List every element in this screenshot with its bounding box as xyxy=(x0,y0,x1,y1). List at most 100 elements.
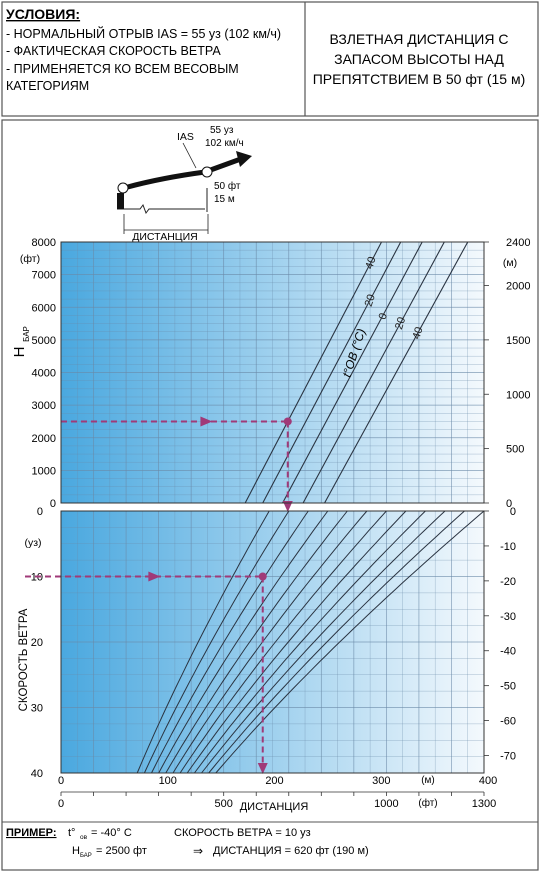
temperature-line-0 xyxy=(282,241,423,504)
example-arrow-3 xyxy=(148,571,161,582)
example-layer xyxy=(25,416,293,774)
header-frame xyxy=(1,1,539,117)
conditions-line-1: - НОРМАЛЬНЫЙ ОТРЫВ IAS = 55 уз (102 км/ч… xyxy=(6,26,281,41)
conditions-line-3: - ПРИМЕНЯЕТСЯ КО ВСЕМ ВЕСОВЫМ xyxy=(6,62,239,76)
example-temp-value: = -40° C xyxy=(91,827,132,839)
example-label: ПРИМЕР: xyxy=(6,827,57,839)
temperature-curve-label: 20 xyxy=(363,293,378,308)
distance-tick-m: 100 xyxy=(159,775,177,787)
chart-title-line-2: ЗАПАСОМ ВЫСОТЫ НАД xyxy=(334,51,504,67)
wind-guideline xyxy=(201,510,446,774)
distance-tick-m: 200 xyxy=(265,775,283,787)
example-temp-subscript: ов xyxy=(80,834,88,841)
wind-guideline xyxy=(136,510,270,774)
wind-tick-kmh: -70 xyxy=(500,751,516,763)
example-arrow-4 xyxy=(257,763,268,774)
altitude-tick-ft: 5000 xyxy=(32,335,56,347)
sketch-height-ft: 50 фт xyxy=(214,180,241,192)
conditions-line-4: КАТЕГОРИЯМ xyxy=(6,79,89,93)
altitude-axis-subscript: БАР xyxy=(22,326,31,342)
chart-frame xyxy=(1,119,539,871)
grid-layer xyxy=(60,241,485,774)
sketch-ias-leader xyxy=(182,142,197,169)
wind-tick-kt: 0 xyxy=(37,506,43,518)
example-wind: СКОРОСТЬ ВЕТРА = 10 уз xyxy=(174,827,311,839)
sketch-obstacle-start xyxy=(117,193,124,209)
wind-tick-kmh: -60 xyxy=(500,716,516,728)
sketch-runway-left xyxy=(117,203,205,215)
wind-guideline xyxy=(151,510,309,774)
distance-tick-m: 300 xyxy=(372,775,390,787)
wind-tick-kmh: -50 xyxy=(500,681,516,693)
sketch-speed-kmh: 102 км/ч xyxy=(205,138,244,149)
example-temp-symbol: t° xyxy=(68,827,75,839)
temperature-curve-label: 40 xyxy=(410,325,425,340)
distance-tick-m: 0 xyxy=(58,775,64,787)
wind-guideline xyxy=(143,510,290,774)
temperature-line-20 xyxy=(302,241,445,504)
altitude-tick-ft: 2000 xyxy=(32,433,56,445)
sketch-speed-kt: 55 уз xyxy=(210,125,234,136)
wind-guideline xyxy=(194,510,426,774)
wind-guideline xyxy=(215,510,485,774)
temperature-curve-label: 0 xyxy=(377,312,390,322)
wind-tick-kmh: -30 xyxy=(500,611,516,623)
distance-axis-title: ДИСТАНЦИЯ xyxy=(240,801,309,813)
sketch-distance-label: ДИСТАНЦИЯ xyxy=(132,231,197,243)
altitude-tick-m: 500 xyxy=(506,444,524,456)
temperature-line--20 xyxy=(262,241,402,504)
wind-tick-kmh: -10 xyxy=(500,541,516,553)
chart-title-line-1: ВЗЛЕТНАЯ ДИСТАНЦИЯ С xyxy=(330,31,509,47)
altitude-axis-title: H БАР xyxy=(11,326,31,357)
altitude-tick-m: 2000 xyxy=(506,281,530,293)
altitude-tick-m: 0 xyxy=(506,498,512,510)
distance-unit-ft: (фт) xyxy=(418,797,437,809)
wind-guideline xyxy=(179,510,387,774)
altitude-panel-border xyxy=(60,241,485,504)
chart-title-line-3: ПРЕПЯТСТВИЕМ В 50 фт (15 м) xyxy=(313,71,526,87)
takeoff-sketch: IAS 55 уз 102 км/ч 50 фт 15 м ДИСТАНЦИЯ xyxy=(117,125,252,243)
wind-guideline xyxy=(208,510,465,774)
altitude-axis-symbol: H xyxy=(11,347,28,358)
altitude-unit-right: (м) xyxy=(503,257,517,269)
altitude-tick-m: 1000 xyxy=(506,389,530,401)
temperature-curve-label: 20 xyxy=(393,316,408,331)
header: УСЛОВИЯ: - НОРМАЛЬНЫЙ ОТРЫВ IAS = 55 уз … xyxy=(1,1,539,117)
distance-tick-ft: 0 xyxy=(58,798,64,810)
example-result: ДИСТАНЦИЯ = 620 фт (190 м) xyxy=(213,845,369,857)
sketch-arrow-head xyxy=(236,151,252,167)
sketch-height-m: 15 м xyxy=(214,194,235,205)
wind-guideline xyxy=(165,510,348,774)
altitude-tick-m: 1500 xyxy=(506,335,530,347)
altitude-tick-ft: 6000 xyxy=(32,302,56,314)
wind-tick-kmh: -40 xyxy=(500,646,516,658)
sketch-ias-label: IAS xyxy=(177,131,194,143)
example-arrow-2 xyxy=(282,501,293,512)
wind-guideline xyxy=(158,510,329,774)
example-h-symbol: H xyxy=(72,845,80,857)
altitude-tick-ft: 3000 xyxy=(32,400,56,412)
conditions-heading: УСЛОВИЯ: xyxy=(6,6,80,22)
temperature-line--40 xyxy=(244,241,382,504)
example-h-subscript: БАР xyxy=(80,853,92,859)
sketch-end-point xyxy=(201,166,213,178)
axis-layer: 0100020003000400050006000700080000500100… xyxy=(31,237,531,810)
altitude-tick-m: 2400 xyxy=(506,237,530,249)
distance-tick-ft: 1300 xyxy=(472,798,496,810)
temperature-curve-label: 40 xyxy=(363,255,378,270)
altitude-tick-ft: 0 xyxy=(50,498,56,510)
wind-tick-kmh: -20 xyxy=(500,576,516,588)
example-arrow-1 xyxy=(200,416,213,427)
wind-tick-kt: 40 xyxy=(31,768,43,780)
sketch-start-point xyxy=(117,182,129,194)
distance-tick-ft: 1000 xyxy=(374,798,398,810)
example-h-value: = 2500 фт xyxy=(96,845,147,857)
wind-tick-kt: 30 xyxy=(31,703,43,715)
wind-guideline xyxy=(186,510,407,774)
example-arrow: ⇒ xyxy=(193,844,203,858)
wind-tick-kt: 20 xyxy=(31,637,43,649)
altitude-tick-ft: 1000 xyxy=(32,465,56,477)
